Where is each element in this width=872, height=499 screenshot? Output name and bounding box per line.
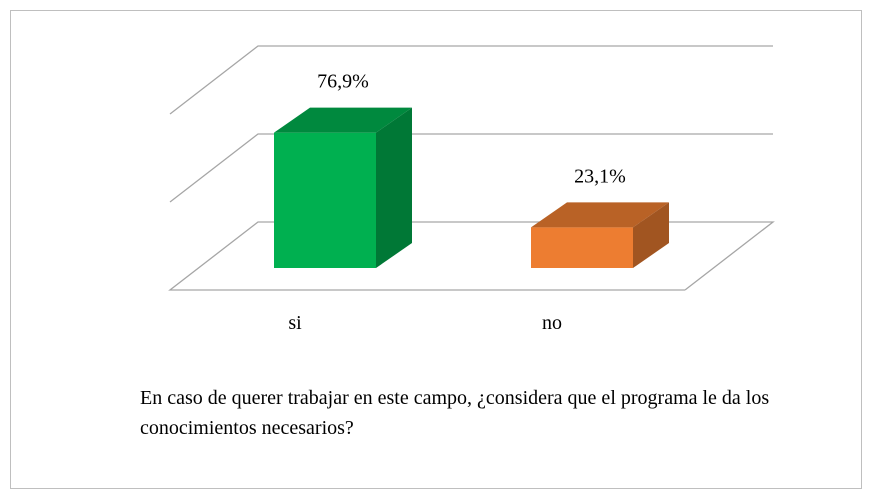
- grid-line: [169, 133, 773, 203]
- x-tick-label: no: [542, 312, 562, 334]
- bar-side: [376, 107, 412, 268]
- chart-title: En caso de querer trabajar en este campo…: [140, 387, 770, 439]
- x-tick-label: si: [288, 312, 302, 334]
- value-label: 76,9%: [317, 71, 369, 93]
- bar-front: [274, 132, 376, 268]
- value-label: 23,1%: [574, 165, 626, 187]
- bar-top: [531, 202, 669, 228]
- bar-side: [633, 202, 669, 268]
- chart-border: [10, 10, 862, 489]
- grid-line: [168, 221, 775, 291]
- bar-top: [274, 107, 412, 133]
- bar-front: [531, 227, 633, 268]
- grid-line: [169, 45, 773, 115]
